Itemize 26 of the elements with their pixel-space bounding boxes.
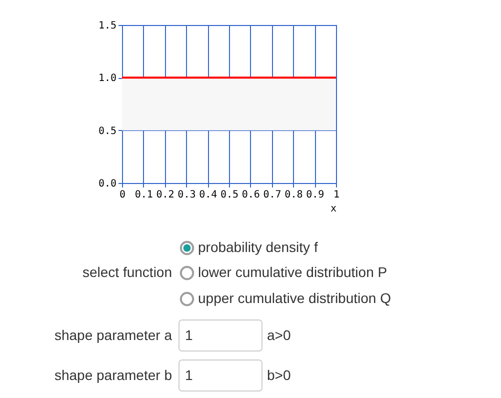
- text: select function: [82, 264, 172, 280]
- x-tick-label: 0.8: [284, 190, 303, 200]
- text: b>0: [267, 367, 291, 383]
- x-axis-title: x: [330, 204, 336, 214]
- y-tick-label: 1.5: [98, 20, 116, 32]
- text: 1: [185, 367, 193, 383]
- x-tick-label: 0.1: [134, 190, 153, 200]
- x-tick-label: 0.6: [242, 190, 260, 200]
- y-tick-label: 0.0: [98, 178, 116, 190]
- x-tick-label: 0.4: [199, 190, 218, 200]
- text: probability density f: [198, 239, 318, 255]
- y-tick-label: 1.0: [98, 73, 116, 84]
- text: upper cumulative distribution Q: [198, 290, 392, 306]
- x-tick-label: 1: [333, 190, 340, 200]
- text: shape parameter b: [54, 367, 172, 383]
- x-tick-label: 0.5: [220, 190, 239, 200]
- x-tick-label: 0.3: [178, 190, 196, 200]
- x-tick-label: 0: [119, 190, 126, 200]
- x-tick-label: 0.9: [306, 190, 324, 200]
- x-tick-label: 0.2: [156, 190, 174, 200]
- x-tick-label: 0.7: [263, 190, 282, 200]
- text: shape parameter a: [54, 327, 172, 343]
- text: a>0: [267, 327, 291, 343]
- text: lower cumulative distribution P: [198, 264, 388, 280]
- y-tick-label: 0.5: [98, 126, 116, 137]
- text: 1: [185, 327, 193, 343]
